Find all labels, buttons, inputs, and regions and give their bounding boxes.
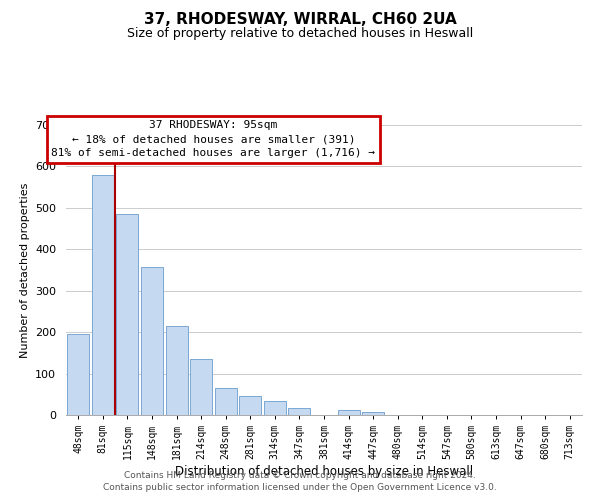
Text: Size of property relative to detached houses in Heswall: Size of property relative to detached ho… [127, 28, 473, 40]
Bar [264, 400, 286, 415]
Bar [141, 267, 163, 415]
Bar [67, 334, 89, 415]
Bar [338, 410, 359, 415]
Text: 37 RHODESWAY: 95sqm
← 18% of detached houses are smaller (391)
81% of semi-detac: 37 RHODESWAY: 95sqm ← 18% of detached ho… [52, 120, 376, 158]
Bar [166, 326, 188, 415]
Y-axis label: Number of detached properties: Number of detached properties [20, 182, 29, 358]
Text: 37, RHODESWAY, WIRRAL, CH60 2UA: 37, RHODESWAY, WIRRAL, CH60 2UA [143, 12, 457, 28]
Text: Contains HM Land Registry data © Crown copyright and database right 2024.
Contai: Contains HM Land Registry data © Crown c… [103, 471, 497, 492]
Bar [215, 388, 237, 415]
Bar [239, 396, 262, 415]
Bar [362, 412, 384, 415]
Bar [116, 214, 139, 415]
Bar [289, 408, 310, 415]
X-axis label: Distribution of detached houses by size in Heswall: Distribution of detached houses by size … [175, 465, 473, 478]
Bar [92, 174, 114, 415]
Bar [190, 359, 212, 415]
